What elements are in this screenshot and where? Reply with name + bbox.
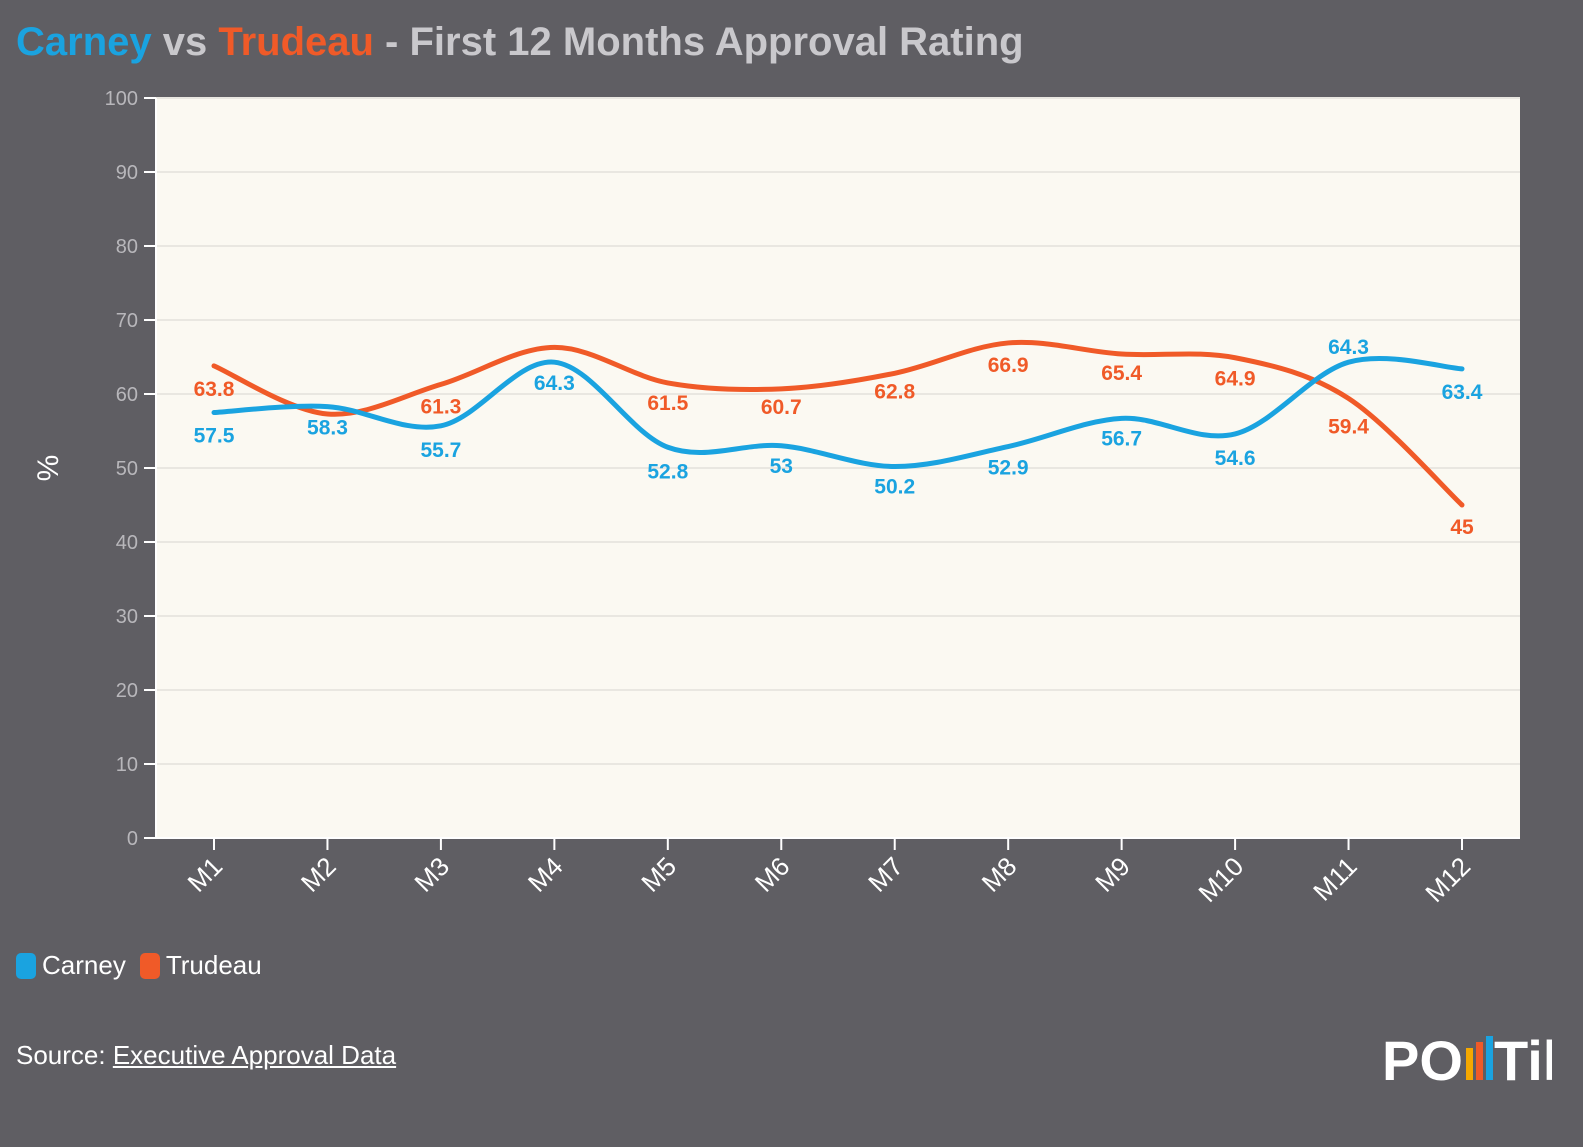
x-tick-label: M8 bbox=[976, 851, 1023, 898]
x-tick-label: M3 bbox=[408, 851, 455, 898]
legend-item-carney[interactable]: Carney bbox=[16, 950, 126, 981]
title-carney: Carney bbox=[16, 20, 152, 64]
x-tick-label: M6 bbox=[749, 851, 796, 898]
series-line-carney bbox=[211, 356, 1465, 470]
data-label-carney: 63.4 bbox=[1442, 381, 1483, 404]
data-label-carney: 52.9 bbox=[988, 457, 1029, 480]
legend-label-trudeau: Trudeau bbox=[165, 950, 262, 980]
logo-bar-yellow bbox=[1466, 1048, 1473, 1080]
legend-label-carney: Carney bbox=[42, 950, 126, 980]
x-tick-label: M5 bbox=[635, 851, 682, 898]
data-label-trudeau: 45 bbox=[1450, 516, 1474, 539]
y-tick-label: 70 bbox=[116, 310, 138, 332]
data-label-trudeau: 64.9 bbox=[1215, 368, 1256, 391]
legend-item-trudeau[interactable]: Trudeau bbox=[139, 950, 262, 981]
series-line-trudeau bbox=[211, 339, 1465, 508]
data-label-carney: 57.5 bbox=[194, 425, 235, 448]
x-tick-label: M4 bbox=[522, 851, 569, 898]
y-tick-label: 50 bbox=[116, 458, 138, 480]
legend: Carney Trudeau bbox=[16, 950, 276, 981]
y-tick-label: 20 bbox=[116, 680, 138, 702]
y-tick-label: 90 bbox=[116, 162, 138, 184]
logo-text-right: Tik bbox=[1494, 1030, 1552, 1090]
data-label-trudeau: 61.3 bbox=[420, 395, 461, 418]
source-note: Source: Executive Approval Data bbox=[16, 1040, 396, 1071]
data-label-trudeau: 66.9 bbox=[988, 354, 1029, 377]
x-tick-label: M7 bbox=[862, 851, 909, 898]
logo-bar-blue bbox=[1486, 1036, 1493, 1080]
line-chart: 0 10 20 30 40 50 60 70 80 90 100 M1 M2 M3 M4 M5 M6 M7 M8 M9… bbox=[32, 88, 1520, 908]
data-label-carney: 52.8 bbox=[647, 460, 688, 483]
data-label-carney: 64.3 bbox=[534, 372, 575, 395]
title-vs: vs bbox=[151, 20, 219, 64]
data-label-trudeau: 60.7 bbox=[761, 396, 802, 419]
x-tick-label: M1 bbox=[181, 851, 228, 898]
data-label-carney: 53 bbox=[770, 455, 793, 478]
data-label-carney: 64.3 bbox=[1328, 336, 1369, 359]
x-tick-label: M10 bbox=[1192, 851, 1249, 908]
source-link[interactable]: Executive Approval Data bbox=[112, 1040, 397, 1070]
x-tick-label: M12 bbox=[1419, 851, 1476, 908]
data-label-trudeau: 63.8 bbox=[194, 378, 235, 401]
y-axis-label: % bbox=[32, 455, 65, 482]
y-tick-label: 30 bbox=[116, 606, 138, 628]
logo-bar-orange bbox=[1476, 1042, 1483, 1080]
y-tick-label: 0 bbox=[127, 828, 138, 850]
data-label-carney: 58.3 bbox=[307, 417, 348, 440]
x-tick-label: M9 bbox=[1089, 851, 1136, 898]
data-label-carney: 56.7 bbox=[1101, 427, 1142, 450]
source-prefix: Source: bbox=[16, 1040, 113, 1070]
data-label-carney: 55.7 bbox=[420, 439, 461, 462]
chart-title: Carney vs Trudeau - First 12 Months Appr… bbox=[16, 20, 1024, 65]
data-label-trudeau: 62.8 bbox=[874, 380, 915, 403]
legend-swatch-carney bbox=[16, 952, 36, 979]
y-tick-label: 40 bbox=[116, 532, 138, 554]
politik-logo: PO Tik bbox=[1382, 1030, 1552, 1090]
data-label-trudeau: 59.4 bbox=[1328, 415, 1369, 438]
data-label-trudeau: 61.5 bbox=[647, 392, 688, 415]
y-tick-label: 100 bbox=[105, 88, 138, 110]
title-rest: - First 12 Months Approval Rating bbox=[373, 20, 1024, 64]
title-trudeau: Trudeau bbox=[218, 20, 374, 64]
y-tick-label: 60 bbox=[116, 384, 138, 406]
y-tick-label: 10 bbox=[116, 754, 138, 776]
data-label-carney: 50.2 bbox=[874, 476, 915, 499]
data-label-trudeau: 65.4 bbox=[1101, 362, 1142, 385]
legend-swatch-trudeau bbox=[139, 952, 160, 979]
logo-text-left: PO bbox=[1382, 1030, 1463, 1090]
x-tick-label: M2 bbox=[295, 851, 342, 898]
data-label-carney: 54.6 bbox=[1215, 447, 1256, 470]
x-tick-label: M11 bbox=[1307, 851, 1363, 907]
y-tick-label: 80 bbox=[116, 236, 138, 258]
